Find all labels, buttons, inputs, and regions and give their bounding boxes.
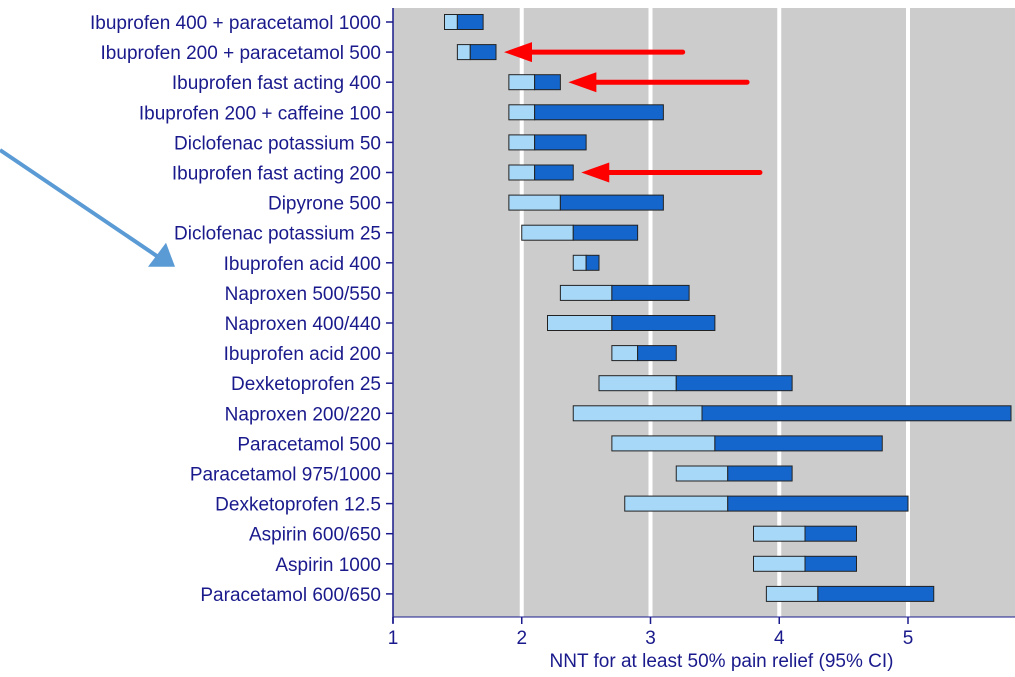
category-label: Ibuprofen fast acting 400 [172,73,381,94]
x-tick-label: 4 [774,628,785,649]
bar-lower-ci [572,254,587,271]
category-label: Aspirin 600/650 [249,525,381,546]
bar-upper-ci [611,284,690,301]
category-label: Naproxen 400/440 [225,314,381,335]
bar-upper-ci [456,14,484,30]
category-label: Dexketoprofen 25 [231,374,381,395]
bar-lower-ci [611,345,639,362]
bar-lower-ci [753,555,806,572]
bar-upper-ci [534,74,561,91]
bar-upper-ci [675,375,793,392]
category-label: Diclofenac potassium 25 [174,224,381,245]
bar-lower-ci [611,435,716,452]
red-arrow-head [581,162,610,183]
bar-lower-ci [598,375,677,392]
category-label: Paracetamol 600/650 [200,585,381,606]
bar-lower-ci [508,104,536,121]
bar-upper-ci [534,164,574,181]
bar-upper-ci [611,315,716,331]
category-label: Ibuprofen 200 + paracetamol 500 [101,43,381,64]
bar-lower-ci [547,315,613,331]
bar-upper-ci [727,495,909,512]
x-ticks: 1 2 3 4 5 [388,8,1015,649]
category-label: Ibuprofen acid 200 [224,344,381,365]
bar-lower-ci [559,284,613,301]
category-label: Aspirin 1000 [275,555,381,576]
bar-upper-ci [637,345,677,362]
bar-lower-ci [508,164,536,181]
x-tick-label: 3 [645,628,656,649]
bar-lower-ci [508,74,536,91]
category-label: Ibuprofen 400 + paracetamol 1000 [90,13,381,34]
bar-upper-ci [585,254,600,271]
bar-upper-ci [804,525,857,542]
category-label: Ibuprofen 200 + caffeine 100 [139,103,381,124]
x-tick-label: 5 [903,628,914,649]
category-label: Naproxen 200/220 [225,404,381,425]
bar-upper-ci [727,465,793,482]
red-arrow-head [504,42,532,63]
bar-upper-ci [534,134,587,151]
category-label: Diclofenac potassium 50 [174,133,381,154]
bar-lower-ci [521,224,574,241]
category-label: Ibuprofen fast acting 200 [172,164,381,185]
bars [444,14,1012,602]
bar-upper-ci [804,555,857,572]
plot-background [393,8,1015,617]
bar-upper-ci [469,44,497,61]
bar-upper-ci [572,224,639,241]
category-label: Paracetamol 975/1000 [190,465,381,486]
category-label: Ibuprofen acid 400 [224,254,381,275]
bar-lower-ci [508,134,536,151]
bar-upper-ci [714,435,883,452]
red-arrow-head [568,72,597,93]
bar-lower-ci [508,194,561,211]
bar-lower-ci [753,525,806,542]
x-axis-label: NNT for at least 50% pain relief (95% CI… [550,651,894,672]
bar-lower-ci [624,495,729,512]
blue-arrow-shaft [0,148,160,259]
x-tick-label: 1 [388,628,399,649]
bar-lower-ci [675,465,729,482]
bar-lower-ci [456,44,471,61]
category-label: Dipyrone 500 [268,194,381,215]
bar-lower-ci [572,405,703,422]
category-label: Dexketoprofen 12.5 [215,495,381,516]
category-label: Paracetamol 500 [237,434,381,455]
bar-lower-ci [765,585,819,602]
bar-upper-ci [817,585,935,602]
bar-upper-ci [701,405,1012,422]
bar-upper-ci [559,194,664,211]
x-tick-label: 2 [516,628,527,649]
category-labels: Ibuprofen 400 + paracetamol 1000 Ibuprofe… [90,13,393,606]
bar-upper-ci [534,104,664,121]
category-label: Naproxen 500/550 [225,284,381,305]
bar-lower-ci [444,14,458,30]
annotation-arrows [0,42,763,267]
blue-arrow-head [148,242,175,267]
